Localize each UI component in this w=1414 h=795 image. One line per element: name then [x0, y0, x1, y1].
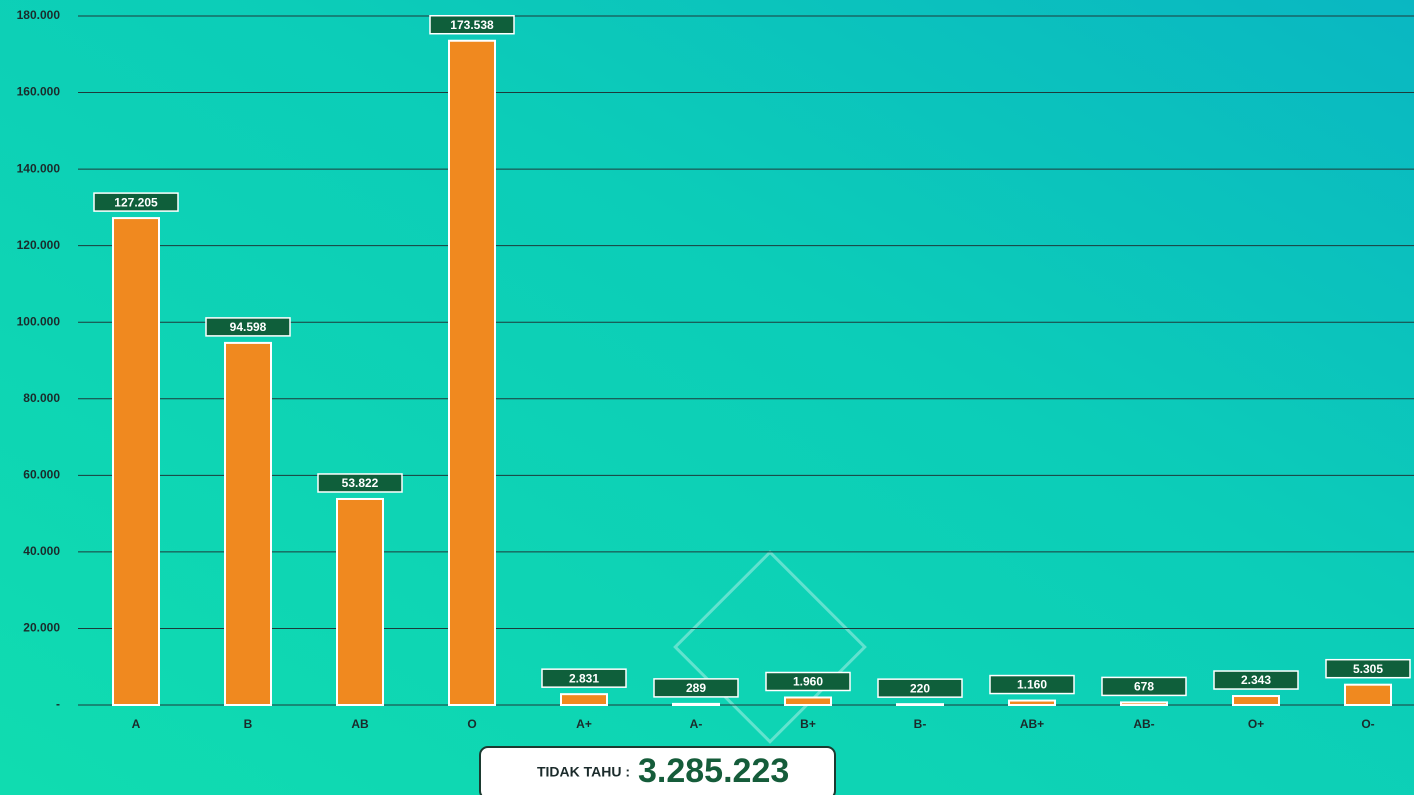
- x-tick-label: AB+: [1020, 717, 1044, 731]
- y-tick-label: 180.000: [17, 8, 61, 22]
- y-tick-label: 120.000: [17, 238, 61, 252]
- x-tick-label: O-: [1361, 717, 1374, 731]
- x-tick-label: B: [244, 717, 253, 731]
- bar: [113, 218, 159, 705]
- note-value: 3.285.223: [638, 752, 789, 790]
- x-tick-label: A-: [690, 717, 703, 731]
- value-label: 2.343: [1241, 673, 1271, 687]
- bar: [1233, 696, 1279, 705]
- page: {"chart_data": {"type": "bar", "categori…: [0, 0, 1414, 795]
- value-label: 678: [1134, 680, 1154, 694]
- bar: [673, 704, 719, 705]
- x-tick-label: AB-: [1133, 717, 1154, 731]
- bar: [897, 704, 943, 705]
- bar: [1009, 701, 1055, 705]
- bar: [225, 343, 271, 705]
- chart: TIDAK TAHU : 3.285.223 - 20.000 40.000 60.0…: [0, 0, 1414, 795]
- value-label: 127.205: [114, 195, 158, 209]
- y-tick-label: 140.000: [17, 161, 61, 175]
- x-tick-label: B+: [800, 717, 816, 731]
- value-label: 1.160: [1017, 678, 1047, 692]
- bar: [785, 697, 831, 705]
- bar: [1345, 685, 1391, 705]
- note-label: TIDAK TAHU :: [537, 764, 630, 780]
- value-label: 2.831: [569, 671, 599, 685]
- y-tick-label: 100.000: [17, 314, 61, 328]
- x-tick-label: O+: [1248, 717, 1264, 731]
- x-tick-label: O: [467, 717, 476, 731]
- value-label: 1.960: [793, 675, 823, 689]
- value-label: 53.822: [342, 476, 379, 490]
- value-label: 94.598: [230, 320, 267, 334]
- y-tick-label: 20.000: [23, 621, 60, 635]
- value-label: 220: [910, 681, 930, 695]
- value-label: 289: [686, 681, 706, 695]
- x-tick-label: B-: [914, 717, 927, 731]
- y-tick-label: 160.000: [17, 85, 61, 99]
- y-tick-label: 40.000: [23, 544, 60, 558]
- y-tick-label: 80.000: [23, 391, 60, 405]
- x-tick-label: A: [132, 717, 141, 731]
- bar: [449, 41, 495, 705]
- x-tick-label: A+: [576, 717, 592, 731]
- y-tick-label: -: [56, 697, 60, 711]
- bar: [1121, 702, 1167, 705]
- x-tick-label: AB: [351, 717, 369, 731]
- bar: [337, 499, 383, 705]
- value-label: 5.305: [1353, 662, 1383, 676]
- value-label: 173.538: [450, 18, 494, 32]
- bar: [561, 694, 607, 705]
- y-tick-label: 60.000: [23, 468, 60, 482]
- background: [0, 0, 1414, 795]
